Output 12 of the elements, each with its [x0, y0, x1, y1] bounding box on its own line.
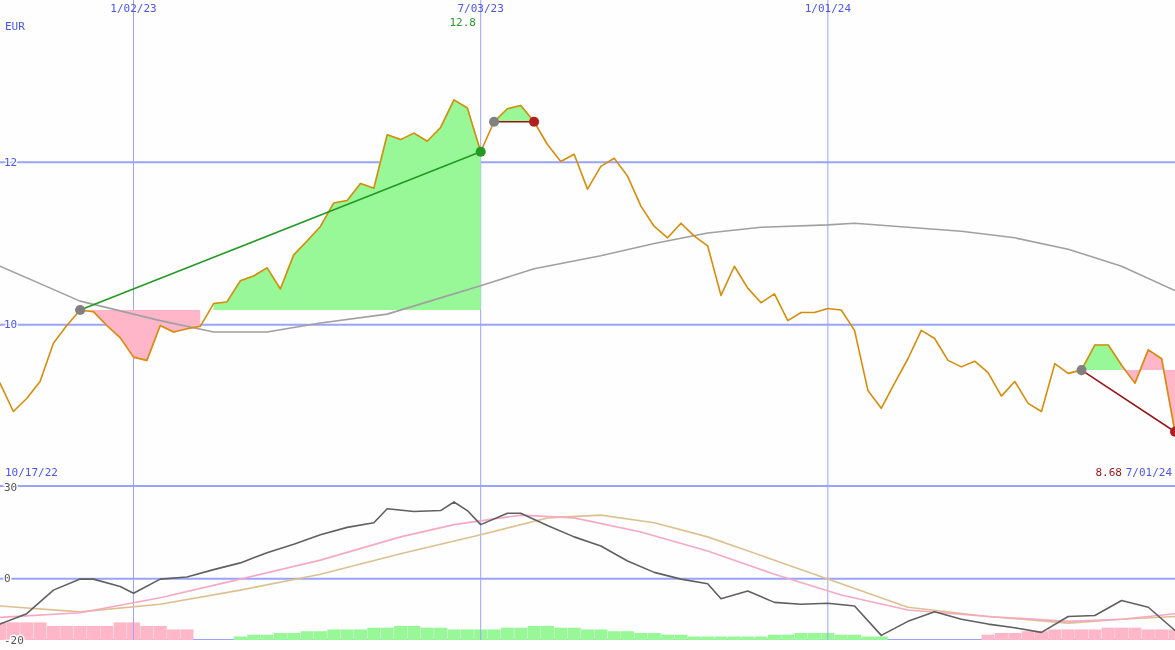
annotation: 10/17/22: [5, 466, 58, 479]
y-tick-label: 0: [4, 572, 11, 586]
x-tick-label: 1/02/23: [110, 2, 157, 15]
x-tick-label: 1/01/24: [804, 2, 852, 15]
x-tick-label: 7/03/23: [457, 2, 504, 15]
y-tick-label: 12: [4, 155, 18, 169]
annotation: 8.68: [1095, 466, 1122, 479]
y-tick-label: 10: [4, 318, 18, 332]
annotation: 12.8: [449, 16, 476, 29]
annotation: 7/01/24: [1125, 466, 1173, 479]
annotation: EUR: [5, 20, 26, 33]
y-tick-label: -20: [4, 633, 24, 647]
